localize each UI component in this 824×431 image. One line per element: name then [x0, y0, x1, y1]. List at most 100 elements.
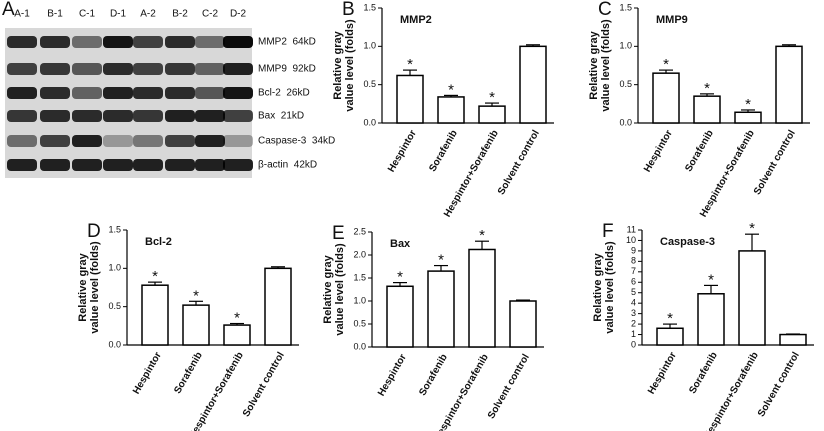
significance-mark: *: [438, 252, 444, 269]
y-tick-label: 0.0: [619, 117, 632, 127]
blot-band: [7, 87, 37, 99]
blot-band: [7, 110, 37, 122]
blot-band: [223, 87, 253, 99]
y-tick-label: 1.0: [353, 295, 366, 305]
x-tick-label: Solvent control: [756, 350, 802, 419]
y-tick-label: 2.5: [353, 226, 366, 236]
band-label: Bcl-2 26kD: [258, 88, 310, 99]
blot-band: [40, 87, 70, 99]
x-tick-label: Hespintor: [376, 352, 409, 398]
bar: [693, 95, 721, 124]
x-tick-label: Solvent control: [752, 128, 798, 197]
panel-label: E: [332, 223, 345, 244]
band-label: Bax 21kD: [258, 111, 304, 122]
bar: [396, 74, 424, 124]
significance-mark: *: [489, 89, 495, 106]
blot-band: [7, 63, 37, 75]
blot-band: [72, 135, 102, 147]
y-tick-label: 1.0: [619, 41, 632, 51]
y-tick-label: 0.5: [353, 318, 366, 328]
significance-mark: *: [708, 271, 714, 288]
blot-band: [72, 159, 102, 171]
blot-band: [7, 36, 37, 48]
bar: [656, 327, 684, 346]
significance-mark: *: [745, 96, 751, 113]
significance-mark: *: [397, 269, 403, 286]
band-label: Caspase-3 34kD: [258, 136, 335, 147]
y-tick-label: 5: [631, 287, 636, 297]
blot-band: [72, 87, 102, 99]
significance-mark: *: [407, 56, 413, 73]
blot-band: [195, 110, 225, 122]
y-tick-label: 0.0: [363, 117, 376, 127]
y-tick-label: 2: [631, 318, 636, 328]
y-tick-label: 1.5: [108, 224, 121, 234]
significance-mark: *: [667, 310, 673, 327]
y-tick-label: 6: [631, 277, 636, 287]
y-tick-label: 0.5: [108, 301, 121, 311]
blot-band: [103, 63, 133, 75]
blot-band: [103, 159, 133, 171]
blot-band: [165, 36, 195, 48]
significance-mark: *: [479, 227, 485, 244]
panel-label: F: [602, 221, 614, 242]
y-tick-label: 0.0: [108, 339, 121, 349]
blot-band: [195, 63, 225, 75]
chart-title: Bcl-2: [145, 236, 172, 248]
panel-label: B: [342, 0, 355, 20]
bar: [697, 293, 725, 346]
x-tick-label: Sorafenib: [683, 128, 716, 173]
blot-band: [7, 159, 37, 171]
x-tick-label: Solvent control: [496, 128, 542, 197]
blot-band: [103, 36, 133, 48]
y-tick-label: 1.5: [353, 272, 366, 282]
y-tick-label: 1.5: [363, 2, 376, 12]
x-tick-label: Hespintor: [386, 128, 419, 174]
blot-band: [103, 135, 133, 147]
blot-band: [223, 63, 253, 75]
chart-title: MMP9: [656, 14, 688, 26]
x-tick-label: Hespintor: [131, 350, 164, 396]
y-tick-label: 1.0: [108, 263, 121, 273]
blot-band: [103, 87, 133, 99]
blot-band: [103, 110, 133, 122]
panel-label: C: [598, 0, 612, 20]
y-axis-label: Relative gray: [592, 252, 604, 321]
x-tick-label: Sorafenib: [417, 352, 450, 397]
blot-band: [165, 159, 195, 171]
significance-mark: *: [234, 310, 240, 327]
x-tick-label: Hespintor: [646, 350, 679, 396]
y-tick-label: 0.0: [353, 341, 366, 351]
blot-band: [165, 87, 195, 99]
lane-label: C-2: [202, 9, 219, 20]
bar: [264, 267, 292, 346]
bar: [468, 248, 496, 348]
bar: [427, 270, 455, 348]
y-axis-label: value level (folds): [604, 241, 616, 334]
significance-mark: *: [704, 80, 710, 97]
y-tick-label: 9: [631, 245, 636, 255]
y-axis-label: value level (folds): [344, 19, 356, 112]
y-tick-label: 8: [631, 256, 636, 266]
blot-band: [195, 135, 225, 147]
blot-band: [133, 63, 163, 75]
blot-band: [72, 36, 102, 48]
bar: [738, 250, 766, 346]
y-tick-label: 0.5: [363, 79, 376, 89]
blot-band: [133, 159, 163, 171]
y-axis-label: value level (folds): [334, 243, 346, 336]
lane-label: D-2: [230, 9, 247, 20]
y-axis-label: Relative gray: [588, 30, 600, 99]
blot-band: [165, 63, 195, 75]
lane-label: A-2: [140, 9, 156, 20]
bar: [437, 96, 465, 124]
lane-label: D-1: [110, 9, 127, 20]
y-tick-label: 11: [627, 224, 636, 234]
x-tick-label: Solvent control: [486, 352, 532, 421]
y-tick-label: 1: [631, 329, 636, 339]
blot-band: [40, 159, 70, 171]
bar: [386, 285, 414, 348]
y-tick-label: 3: [631, 308, 636, 318]
panel-label: A: [2, 0, 15, 20]
y-tick-label: 1.5: [619, 2, 632, 12]
